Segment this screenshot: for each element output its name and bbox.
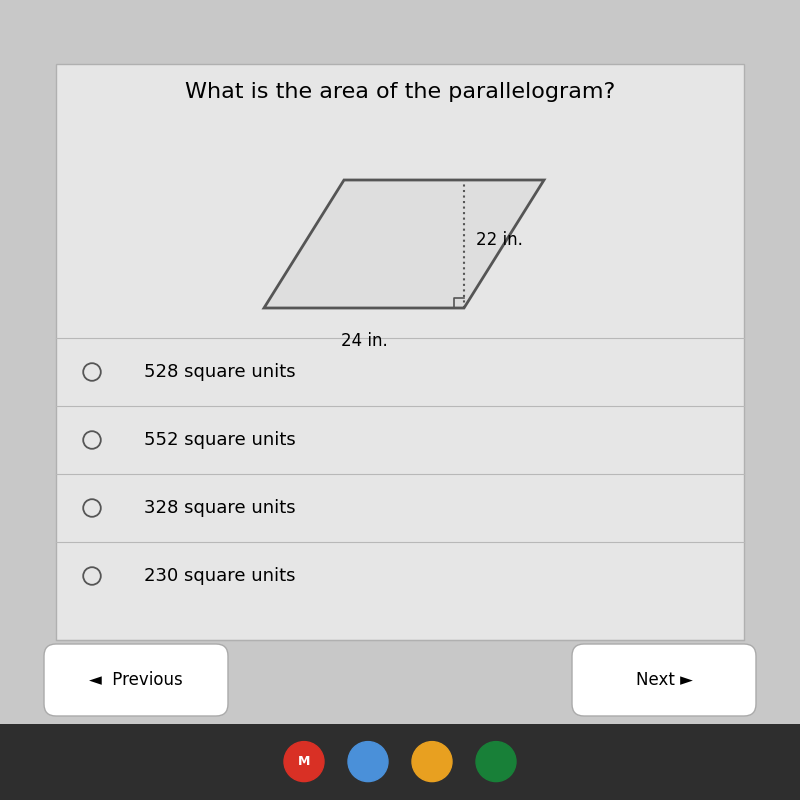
FancyBboxPatch shape (44, 644, 228, 716)
Text: 24 in.: 24 in. (341, 332, 387, 350)
Text: ◄  Previous: ◄ Previous (89, 671, 183, 689)
Text: 552 square units: 552 square units (144, 431, 296, 449)
FancyBboxPatch shape (0, 724, 800, 800)
Text: What is the area of the parallelogram?: What is the area of the parallelogram? (185, 82, 615, 102)
Circle shape (284, 742, 324, 782)
Text: Next ►: Next ► (635, 671, 693, 689)
FancyBboxPatch shape (56, 64, 744, 640)
Text: 22 in.: 22 in. (476, 231, 523, 249)
Polygon shape (264, 180, 544, 308)
Circle shape (476, 742, 516, 782)
Circle shape (348, 742, 388, 782)
Circle shape (412, 742, 452, 782)
Text: 230 square units: 230 square units (144, 567, 295, 585)
Text: 328 square units: 328 square units (144, 499, 296, 517)
FancyBboxPatch shape (572, 644, 756, 716)
Text: 528 square units: 528 square units (144, 363, 296, 381)
Text: M: M (298, 755, 310, 768)
